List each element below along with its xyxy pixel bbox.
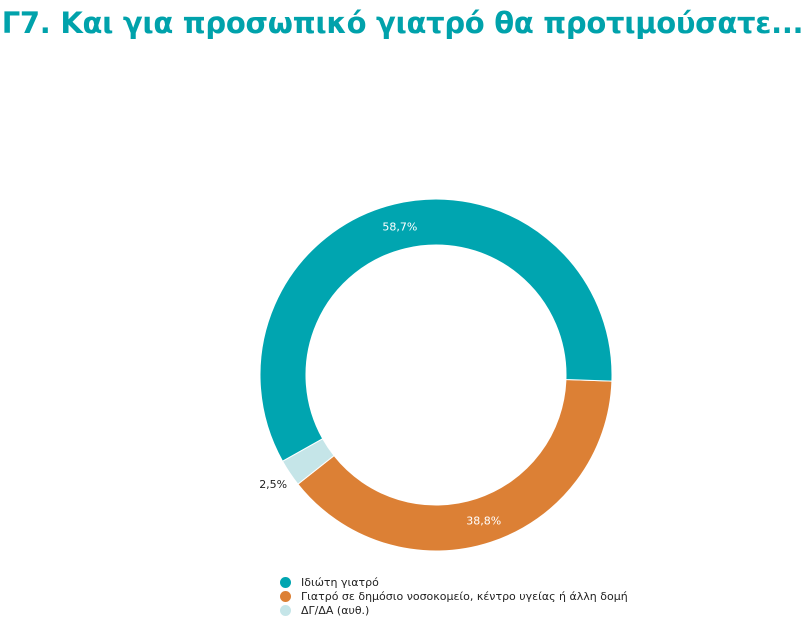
- legend-item: Γιατρό σε δημόσιο νοσοκομείο, κέντρο υγε…: [280, 589, 628, 603]
- legend-label: Ιδιώτη γιατρό: [301, 575, 379, 589]
- data-label: 2,5%: [259, 478, 287, 491]
- donut-slice: [259, 198, 613, 462]
- legend: Ιδιώτη γιατρό Γιατρό σε δημόσιο νοσοκομεί…: [280, 575, 628, 617]
- legend-item: ΔΓ/ΔΑ (αυθ.): [280, 603, 628, 617]
- data-label: 58,7%: [382, 220, 417, 233]
- data-label: 38,8%: [466, 514, 501, 527]
- legend-label: Γιατρό σε δημόσιο νοσοκομείο, κέντρο υγε…: [301, 589, 628, 603]
- chart-title: Γ7. Και για προσωπικό γιατρό θα προτιμού…: [1, 6, 804, 40]
- legend-swatch-icon: [280, 590, 291, 602]
- donut-slice: [297, 379, 613, 552]
- legend-swatch-icon: [280, 604, 291, 616]
- legend-label: ΔΓ/ΔΑ (αυθ.): [301, 603, 370, 617]
- legend-swatch-icon: [280, 576, 291, 588]
- legend-item: Ιδιώτη γιατρό: [280, 575, 628, 589]
